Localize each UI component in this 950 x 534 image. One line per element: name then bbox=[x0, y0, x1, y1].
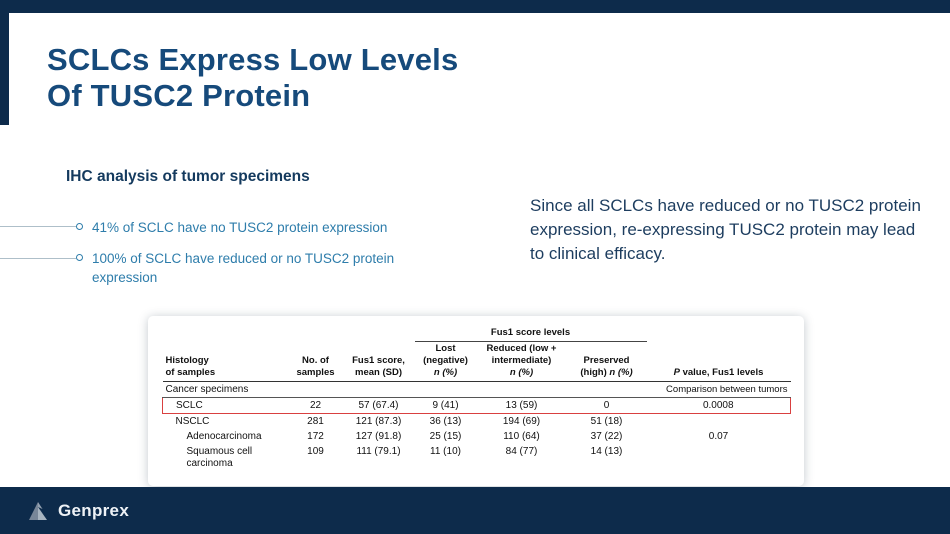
bullet-item-1: 41% of SCLC have no TUSC2 protein expres… bbox=[76, 218, 458, 237]
cell: 109 bbox=[307, 445, 324, 457]
cell: 0.07 bbox=[708, 430, 729, 442]
cell: 194 (69) bbox=[502, 415, 541, 427]
row-label: Adenocarcinoma bbox=[186, 430, 262, 442]
cell: 0.0008 bbox=[646, 396, 791, 414]
cell: 127 (91.8) bbox=[355, 430, 402, 442]
cell: 36 (13) bbox=[429, 415, 462, 427]
cell bbox=[647, 413, 791, 429]
brand-name: Genprex bbox=[58, 500, 130, 520]
table-row-squamous-cell-carcinoma: Squamous cell carcinoma 109 111 (79.1) 1… bbox=[163, 444, 791, 471]
col-header-reduced-n: n (%) bbox=[509, 366, 534, 378]
table-header: Histology of samples No. of samples Fus1… bbox=[162, 326, 791, 381]
cell: 37 (22) bbox=[590, 430, 623, 442]
row-label: Squamous cell carcinoma bbox=[186, 445, 253, 469]
col-header-reduced: Reduced (low + intermediate) n (%) bbox=[477, 341, 567, 381]
cell: 25 (15) bbox=[429, 430, 462, 442]
col-header-histology: Histology of samples bbox=[165, 354, 216, 378]
cell: 13 (59) bbox=[476, 396, 567, 414]
cell-comparison-note: Comparison between tumors bbox=[646, 381, 791, 398]
col-header-fus1-levels-span: Fus1 score levels bbox=[414, 326, 647, 342]
slide-subtitle: IHC analysis of tumor specimens bbox=[66, 168, 310, 185]
cell: 14 (13) bbox=[590, 445, 623, 457]
col-header-fus1-score: Fus1 score, mean (SD) bbox=[352, 354, 405, 378]
p-value-italic: P bbox=[673, 366, 680, 378]
cell: 281 bbox=[307, 415, 324, 427]
callout-paragraph: Since all SCLCs have reduced or no TUSC2… bbox=[530, 196, 921, 264]
col-header-preserved: Preserved (high) n (%) bbox=[567, 341, 647, 381]
table-row-nsclc: NSCLC 281 121 (87.3) 36 (13) 194 (69) 51… bbox=[163, 413, 791, 429]
table-row-adenocarcinoma: Adenocarcinoma 172 127 (91.8) 25 (15) 11… bbox=[163, 429, 791, 444]
col-header-preserved-text: Preserved (high) bbox=[580, 354, 630, 378]
cell bbox=[342, 381, 415, 398]
cell bbox=[476, 381, 567, 398]
slide-title: SCLCs Express Low Levels Of TUSC2 Protei… bbox=[47, 42, 459, 113]
cell: 111 (79.1) bbox=[356, 445, 401, 457]
footer-bar: Genprex bbox=[0, 487, 950, 534]
col-header-reduced-text: Reduced (low + intermediate) bbox=[486, 342, 557, 366]
cell bbox=[566, 381, 647, 398]
col-header-samples: No. of samples bbox=[296, 354, 335, 378]
col-header-lost-n: n (%) bbox=[433, 366, 458, 378]
bullet-circle-icon bbox=[76, 223, 83, 230]
cell bbox=[288, 381, 343, 398]
cell bbox=[414, 381, 477, 398]
bullet-connector-line-1 bbox=[0, 226, 76, 227]
row-label: NSCLC bbox=[175, 415, 210, 427]
cell: 0 bbox=[566, 396, 647, 414]
cell: 57 (67.4) bbox=[342, 396, 415, 414]
cell: 51 (18) bbox=[590, 415, 623, 427]
cell: 121 (87.3) bbox=[355, 415, 402, 427]
table-row-sclc-highlighted: SCLC 22 57 (67.4) 9 (41) 13 (59) 0 0.000… bbox=[162, 396, 791, 414]
p-value-rest: value, Fus1 levels bbox=[679, 366, 764, 378]
row-label: SCLC bbox=[162, 396, 289, 414]
col-header-lost-text: Lost (negative) bbox=[423, 342, 468, 366]
cell: 84 (77) bbox=[505, 445, 538, 457]
cell: 110 (64) bbox=[503, 430, 540, 442]
bullet-text: 41% of SCLC have no TUSC2 protein expres… bbox=[92, 220, 388, 235]
cell: 11 (10) bbox=[430, 445, 461, 457]
fus1-score-table: Histology of samples No. of samples Fus1… bbox=[162, 326, 791, 471]
cell: 22 bbox=[288, 396, 343, 414]
cell bbox=[647, 444, 791, 471]
col-header-p-value: P value, Fus1 levels bbox=[647, 326, 791, 381]
col-header-preserved-n: n (%) bbox=[609, 366, 633, 378]
data-table-card: Histology of samples No. of samples Fus1… bbox=[148, 316, 804, 486]
bullet-text: 100% of SCLC have reduced or no TUSC2 pr… bbox=[92, 251, 395, 286]
genprex-logo-icon bbox=[29, 501, 47, 520]
bullet-list: 41% of SCLC have no TUSC2 protein expres… bbox=[76, 218, 458, 299]
bullet-circle-icon bbox=[76, 254, 83, 262]
top-accent-bar bbox=[0, 0, 950, 13]
cell: 9 (41) bbox=[414, 396, 477, 414]
cell: 172 bbox=[307, 430, 324, 442]
col-header-lost: Lost (negative) n (%) bbox=[415, 341, 477, 381]
table-body: Cancer specimens Comparison between tumo… bbox=[162, 381, 791, 471]
row-label: Cancer specimens bbox=[162, 381, 289, 398]
left-accent-bar bbox=[0, 13, 9, 125]
table-row-cancer-specimens: Cancer specimens Comparison between tumo… bbox=[162, 381, 791, 398]
bullet-item-2: 100% of SCLC have reduced or no TUSC2 pr… bbox=[76, 249, 458, 287]
bullet-connector-line-2 bbox=[0, 258, 76, 259]
